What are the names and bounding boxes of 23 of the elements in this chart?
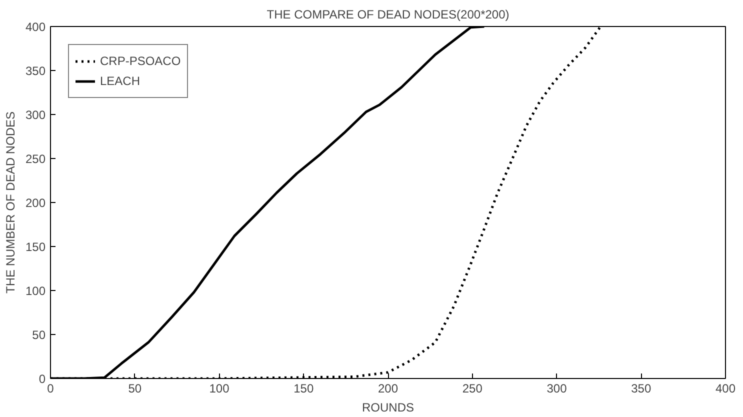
x-tick-label: 400 — [715, 382, 736, 396]
y-tick-label: 50 — [32, 328, 46, 342]
y-tick-label: 250 — [25, 152, 46, 166]
y-tick-label: 300 — [25, 108, 46, 122]
y-axis-title: THE NUMBER OF DEAD NODES — [3, 111, 18, 294]
y-tick-label: 350 — [25, 64, 46, 78]
x-tick-label: 200 — [378, 382, 398, 396]
x-tick-label: 250 — [462, 382, 483, 396]
legend-label: CRP-PSOACO — [100, 54, 181, 68]
legend-label: LEACH — [100, 74, 140, 88]
y-tick-label: 0 — [38, 372, 46, 386]
y-tick-label: 150 — [25, 240, 46, 254]
x-tick-label: 300 — [546, 382, 568, 396]
y-tick-label: 400 — [25, 20, 46, 34]
x-tick-label: 100 — [209, 382, 230, 396]
x-tick-label: 350 — [631, 382, 652, 396]
chart-title: THE COMPARE OF DEAD NODES(200*200) — [266, 8, 510, 22]
y-tick-label: 200 — [25, 196, 46, 210]
x-tick-label: 50 — [128, 382, 142, 396]
y-tick-label: 100 — [25, 284, 46, 298]
x-axis-title: ROUNDS — [362, 400, 414, 414]
x-tick-label: 0 — [47, 382, 54, 396]
x-tick-label: 150 — [294, 382, 314, 396]
